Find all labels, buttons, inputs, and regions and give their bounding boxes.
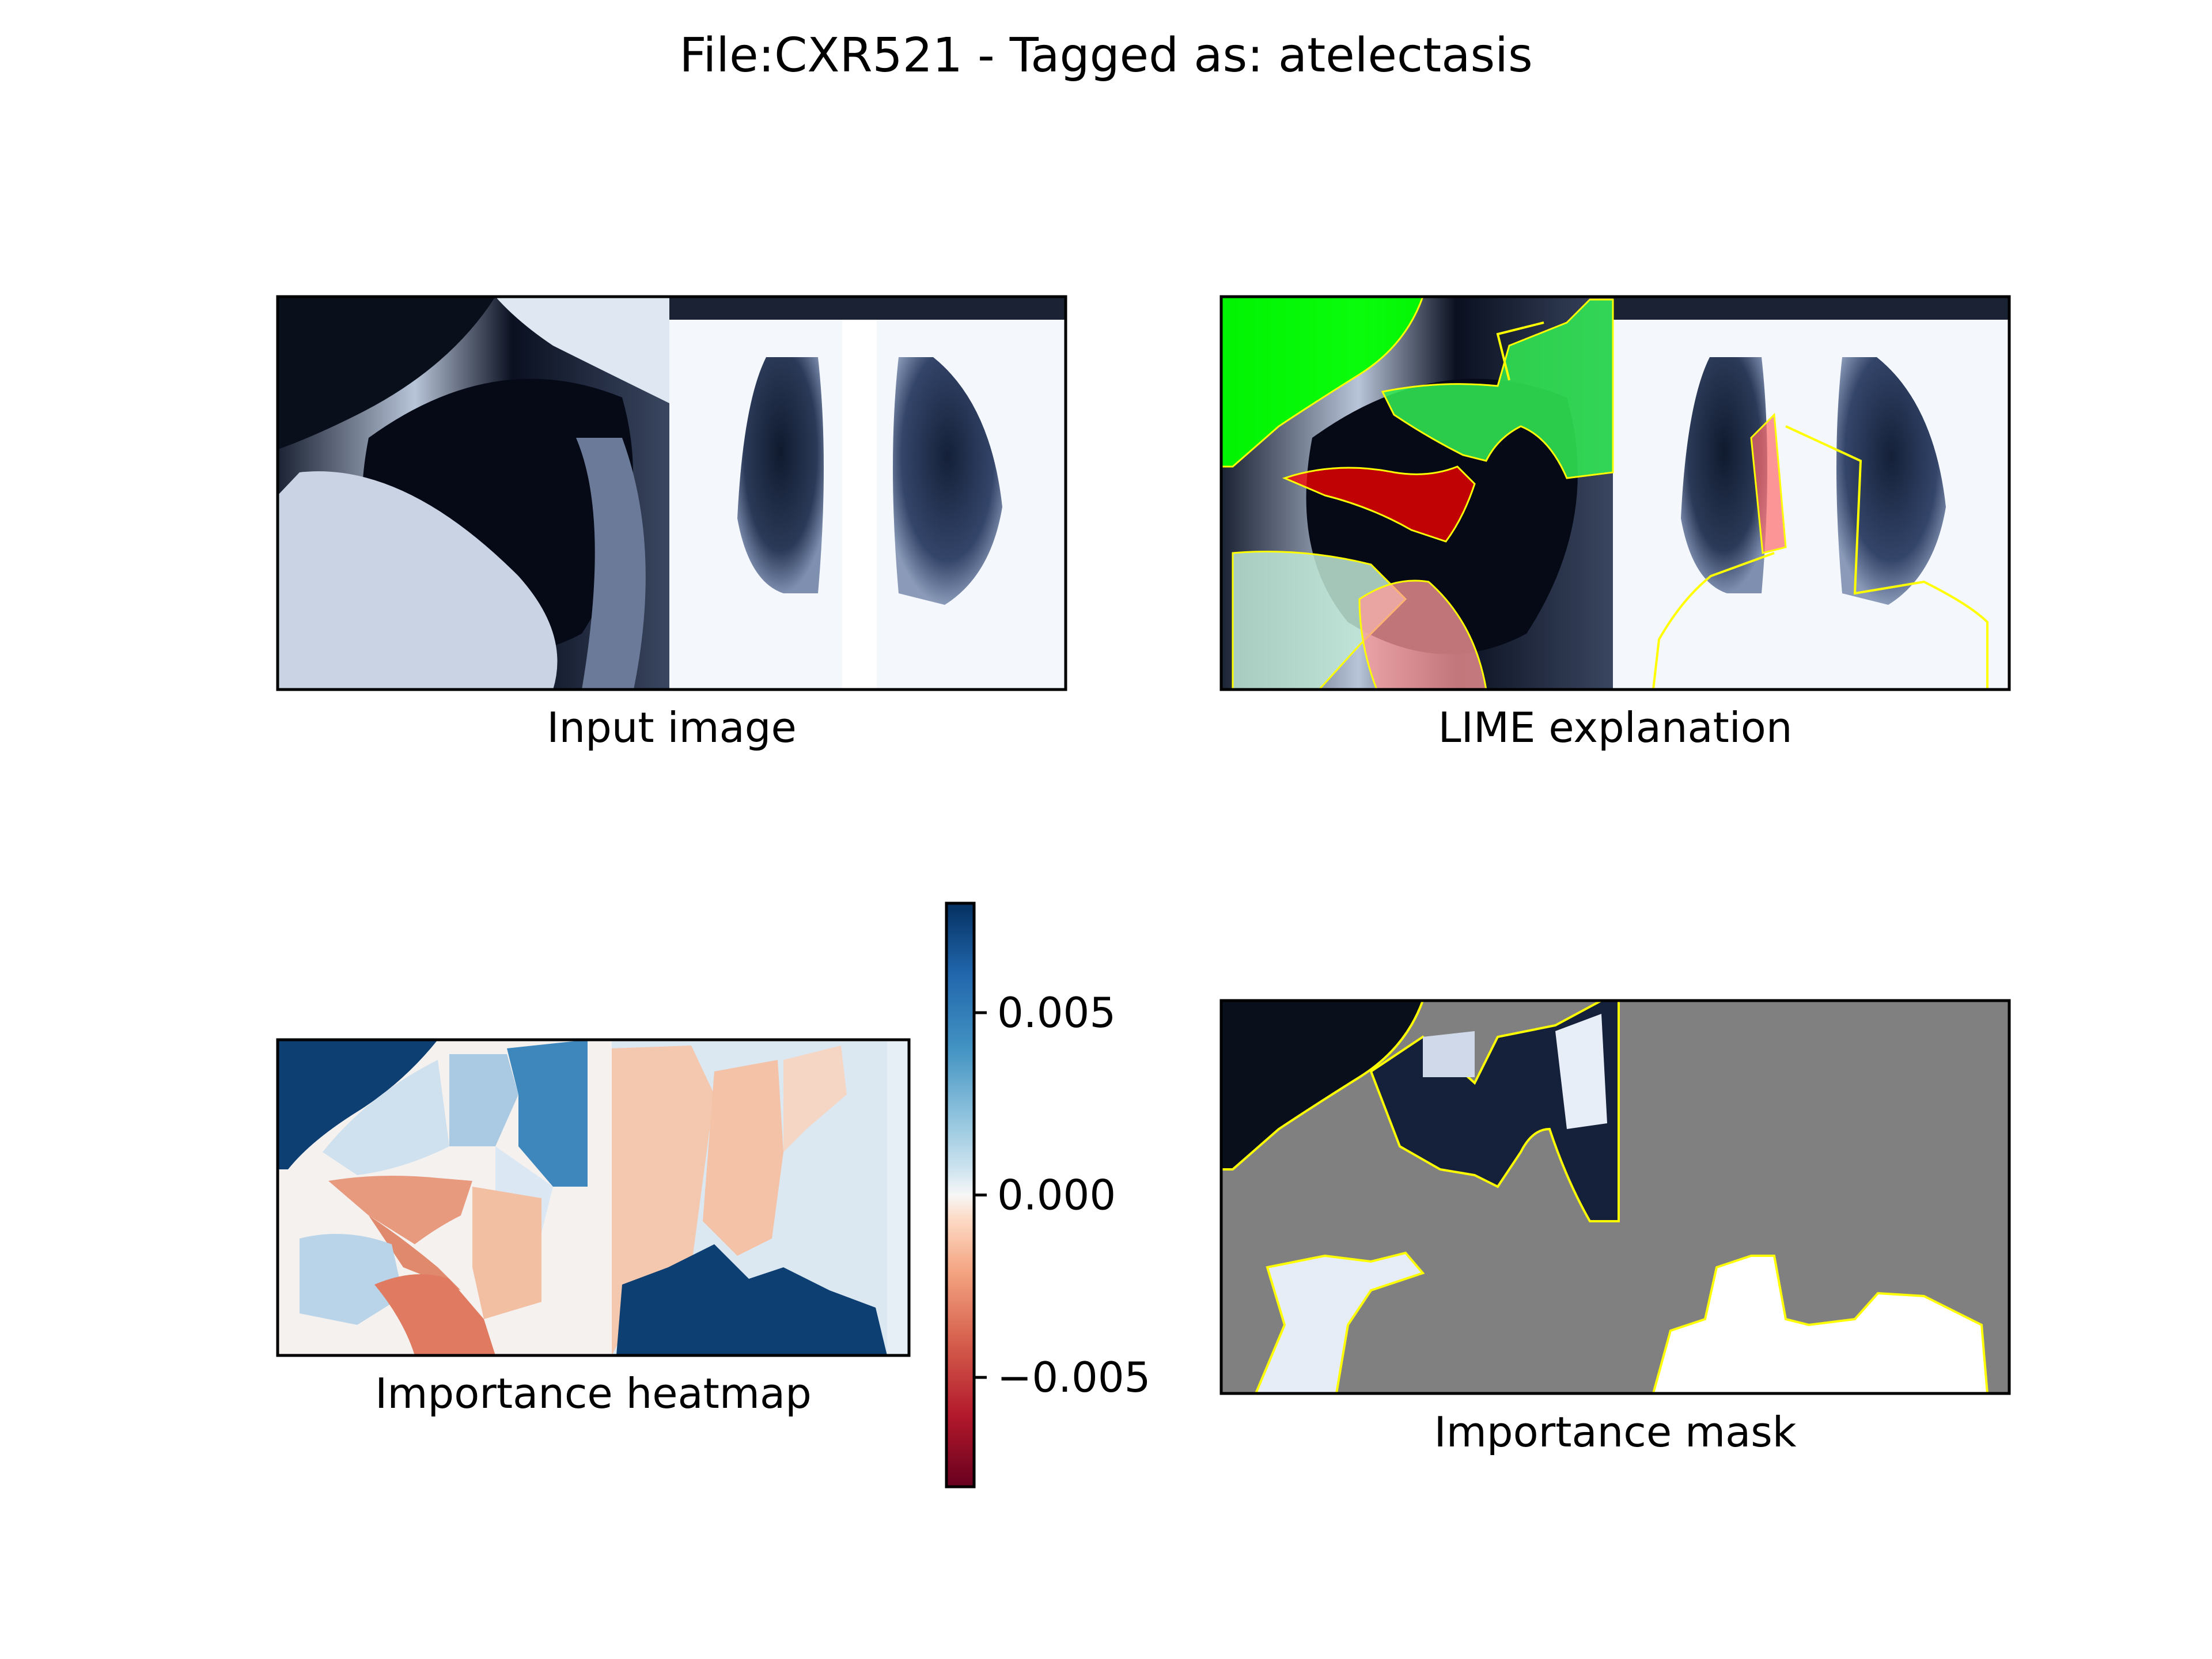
lime-explanation-panel (1221, 297, 2009, 690)
input-image-label: Input image (547, 703, 797, 752)
heatmap-region (449, 1054, 518, 1146)
importance-mask-label: Importance mask (1434, 1408, 1797, 1456)
heatmap-region (300, 1234, 403, 1325)
heatmap-region (323, 1060, 449, 1175)
colorbar-tick-label: −0.005 (997, 1353, 1150, 1402)
heatmap-region (612, 1046, 714, 1355)
heatmap-region (369, 1215, 461, 1290)
lime-explanation-label: LIME explanation (1438, 703, 1793, 752)
importance-mask-frame (1219, 999, 2011, 1395)
heatmap-region (783, 1046, 847, 1152)
lime-explanation-frame (1219, 295, 2011, 691)
heatmap-region (328, 1176, 472, 1244)
colorbar-gradient (945, 902, 976, 1488)
importance-mask-panel (1221, 1001, 2009, 1393)
colorbar-tick-label: 0.005 (997, 988, 1116, 1037)
importance-heatmap-frame (276, 1038, 911, 1357)
heatmap-region (616, 1244, 887, 1355)
heatmap-region (278, 1040, 438, 1169)
lime-positive-region (1221, 297, 1424, 468)
lime-negative-region (1282, 465, 1476, 543)
lime-negative-region (1750, 412, 1787, 554)
colorbar: 0.005 0.000 −0.005 (945, 902, 1150, 1488)
colorbar-tick-label: 0.000 (997, 1171, 1116, 1219)
mask-visible-region (1254, 1251, 1425, 1393)
mask-visible-region (1652, 1255, 1989, 1393)
heatmap-region (472, 1187, 541, 1319)
input-image-frame (276, 295, 1067, 691)
importance-heatmap-label: Importance heatmap (375, 1369, 812, 1418)
heatmap-region (703, 1060, 783, 1256)
heatmap-region (507, 1040, 588, 1187)
mask-visible-region (1221, 1001, 1425, 1171)
input-image-panel (278, 297, 1066, 690)
lime-negative-region (1358, 579, 1487, 690)
lime-positive-region (1381, 298, 1614, 479)
heatmap-region (374, 1274, 495, 1355)
figure-title: File:CXR521 - Tagged as: atelectasis (679, 28, 1532, 83)
importance-heatmap-panel (278, 1040, 909, 1355)
